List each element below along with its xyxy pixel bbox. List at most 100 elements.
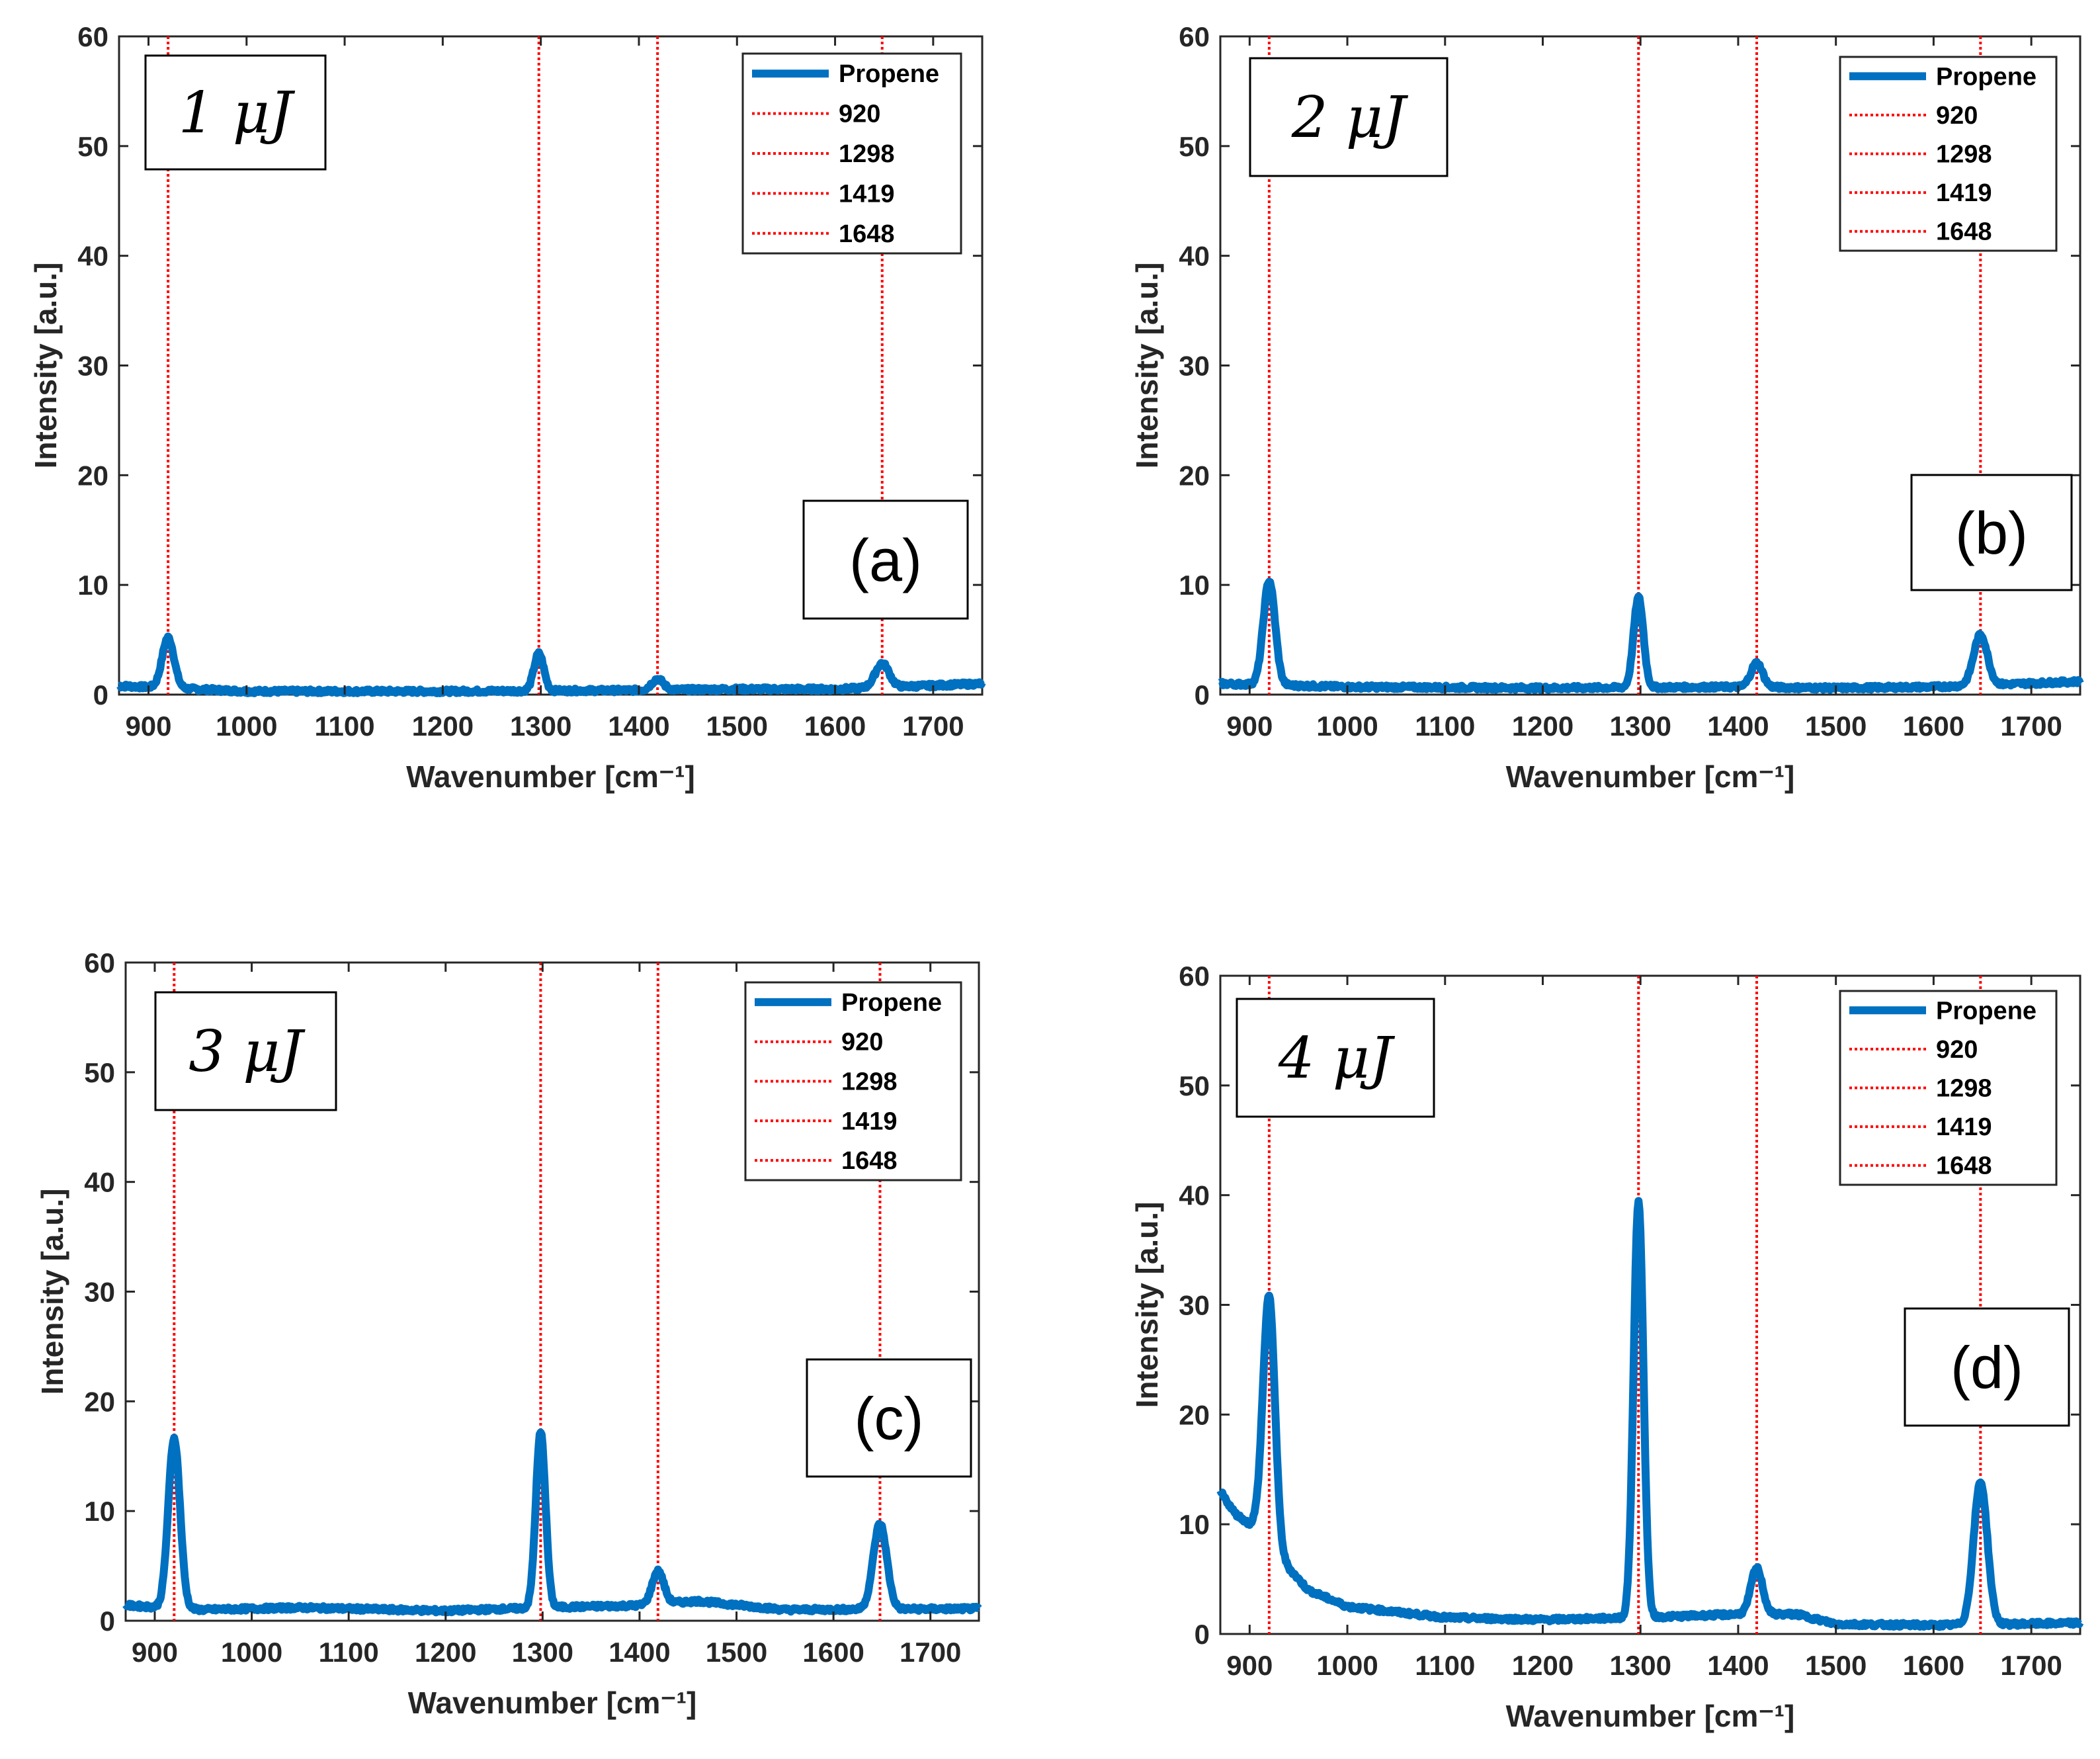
x-tick-label: 1100 bbox=[315, 710, 375, 742]
x-tick-label: 900 bbox=[125, 710, 171, 742]
x-tick-label: 1100 bbox=[319, 1637, 379, 1668]
legend-label: 1648 bbox=[839, 220, 895, 248]
legend-label: 1648 bbox=[1936, 1152, 1992, 1180]
y-tick-label: 50 bbox=[1179, 1070, 1210, 1101]
y-tick-label: 60 bbox=[1179, 21, 1210, 52]
series-line-propene bbox=[122, 1428, 982, 1617]
panel-label: (c) bbox=[855, 1387, 924, 1453]
x-tick-label: 1400 bbox=[608, 710, 669, 742]
legend: Propene 920 1298 1419 1648 bbox=[741, 52, 962, 255]
x-axis-label: Wavenumber [cm⁻¹] bbox=[1506, 1699, 1795, 1733]
x-tick-label: 1300 bbox=[510, 710, 571, 742]
x-axis-label: Wavenumber [cm⁻¹] bbox=[1506, 759, 1795, 794]
energy-annotation: 1 μJ bbox=[179, 80, 296, 146]
legend-label: 1419 bbox=[841, 1107, 898, 1135]
chart-panel-3: 900 1000 1100 1200 1300 1400 1500 1600 1700 0 10 20… bbox=[35, 947, 982, 1720]
x-tick-label: 1200 bbox=[1512, 1650, 1574, 1681]
y-tick-label: 20 bbox=[1179, 1399, 1210, 1430]
x-tick-label: 1000 bbox=[1316, 710, 1378, 742]
energy-annotation: 4 μJ bbox=[1278, 1025, 1396, 1092]
panel-label-box bbox=[1910, 474, 2073, 591]
legend: Propene 920 1298 1419 1648 bbox=[744, 981, 962, 1181]
x-axis-label: Wavenumber [cm⁻¹] bbox=[406, 759, 695, 794]
x-tick-label: 1000 bbox=[221, 1637, 282, 1668]
chart-panel-4: 900 1000 1100 1200 1300 1400 1500 1600 1700 0 10 20… bbox=[1130, 961, 2084, 1733]
x-tick-label: 1300 bbox=[1610, 1650, 1671, 1681]
x-tick-label: 1100 bbox=[1415, 710, 1475, 742]
legend-label: Propene bbox=[841, 989, 942, 1017]
y-tick-label: 40 bbox=[1179, 1180, 1210, 1211]
y-tick-label: 0 bbox=[1195, 679, 1210, 710]
x-tick-label: 1000 bbox=[216, 710, 277, 742]
legend-label: Propene bbox=[839, 60, 939, 88]
y-tick-label: 50 bbox=[1179, 131, 1210, 162]
legend-label: Propene bbox=[1936, 997, 2037, 1025]
y-axis-label: Intensity [a.u.] bbox=[1130, 1202, 1164, 1408]
legend-label: 1419 bbox=[1936, 1113, 1992, 1141]
y-tick-label: 10 bbox=[1179, 570, 1210, 601]
panel-label-box bbox=[1904, 1307, 2070, 1427]
y-tick-label: 30 bbox=[1179, 1290, 1210, 1321]
y-tick-label: 0 bbox=[1195, 1619, 1210, 1650]
x-tick-label: 1600 bbox=[804, 710, 866, 742]
legend-label: 920 bbox=[1936, 1036, 1978, 1064]
legend-label: Propene bbox=[1936, 63, 2037, 91]
energy-annotation-box bbox=[1249, 57, 1449, 177]
legend-label: 920 bbox=[839, 101, 880, 128]
y-tick-label: 0 bbox=[100, 1606, 115, 1637]
x-tick-label: 1000 bbox=[1316, 1650, 1378, 1681]
legend: Propene 920 1298 1419 1648 bbox=[1839, 990, 2058, 1186]
y-tick-label: 60 bbox=[1179, 961, 1210, 992]
y-tick-label: 30 bbox=[1179, 351, 1210, 382]
x-tick-label: 900 bbox=[1226, 1650, 1273, 1681]
x-tick-label: 1100 bbox=[1415, 1650, 1475, 1681]
energy-annotation: 3 μJ bbox=[189, 1019, 306, 1085]
panel-label-box bbox=[806, 1358, 972, 1478]
panel-label-box bbox=[802, 499, 969, 620]
energy-annotation-box bbox=[144, 54, 327, 171]
series-line-propene bbox=[1216, 1197, 2084, 1631]
x-tick-label: 1700 bbox=[900, 1637, 961, 1668]
legend-label: 1298 bbox=[1936, 1075, 1992, 1103]
x-tick-label: 1400 bbox=[609, 1637, 670, 1668]
legend: Propene 920 1298 1419 1648 bbox=[1839, 56, 2058, 252]
y-tick-label: 20 bbox=[1179, 460, 1210, 491]
legend-label: 920 bbox=[1936, 102, 1978, 130]
y-tick-label: 40 bbox=[1179, 241, 1210, 272]
panel-label: (a) bbox=[849, 528, 922, 594]
x-tick-label: 1500 bbox=[1805, 1650, 1867, 1681]
legend-label: 1298 bbox=[841, 1068, 898, 1096]
legend-label: 1419 bbox=[1936, 179, 1992, 207]
x-tick-label: 1500 bbox=[706, 1637, 767, 1668]
x-tick-label: 1300 bbox=[512, 1637, 573, 1668]
y-tick-label: 20 bbox=[84, 1386, 115, 1417]
legend-label: 1298 bbox=[1936, 141, 1992, 169]
x-tick-label: 1600 bbox=[1903, 710, 1964, 742]
y-tick-label: 40 bbox=[84, 1167, 115, 1198]
legend-label: 1298 bbox=[839, 140, 895, 168]
legend-label: 920 bbox=[841, 1029, 883, 1056]
energy-annotation-box bbox=[154, 991, 337, 1111]
y-tick-label: 10 bbox=[1179, 1509, 1210, 1540]
energy-annotation: 2 μJ bbox=[1291, 85, 1409, 151]
x-tick-label: 1500 bbox=[1805, 710, 1867, 742]
y-tick-label: 50 bbox=[84, 1057, 115, 1088]
chart-panel-1: 900 1000 1100 1200 1300 1400 1500 1600 1700 0 10 20… bbox=[28, 21, 986, 794]
y-axis-label: Intensity [a.u.] bbox=[35, 1189, 69, 1395]
legend-label: 1648 bbox=[841, 1147, 898, 1175]
panel-label: (d) bbox=[1951, 1336, 2023, 1402]
y-tick-label: 60 bbox=[84, 947, 115, 978]
series-line-propene bbox=[1217, 578, 2084, 694]
y-tick-label: 40 bbox=[77, 241, 108, 272]
y-axis-label: Intensity [a.u.] bbox=[1130, 263, 1164, 469]
x-tick-label: 1200 bbox=[1512, 710, 1574, 742]
x-tick-label: 1200 bbox=[415, 1637, 476, 1668]
y-tick-label: 10 bbox=[84, 1496, 115, 1527]
x-tick-label: 1400 bbox=[1707, 1650, 1769, 1681]
y-tick-label: 30 bbox=[84, 1277, 115, 1308]
legend-label: 1648 bbox=[1936, 218, 1992, 246]
y-axis-label: Intensity [a.u.] bbox=[28, 263, 63, 469]
legend-label: 1419 bbox=[839, 180, 895, 208]
x-tick-label: 1700 bbox=[2000, 710, 2062, 742]
